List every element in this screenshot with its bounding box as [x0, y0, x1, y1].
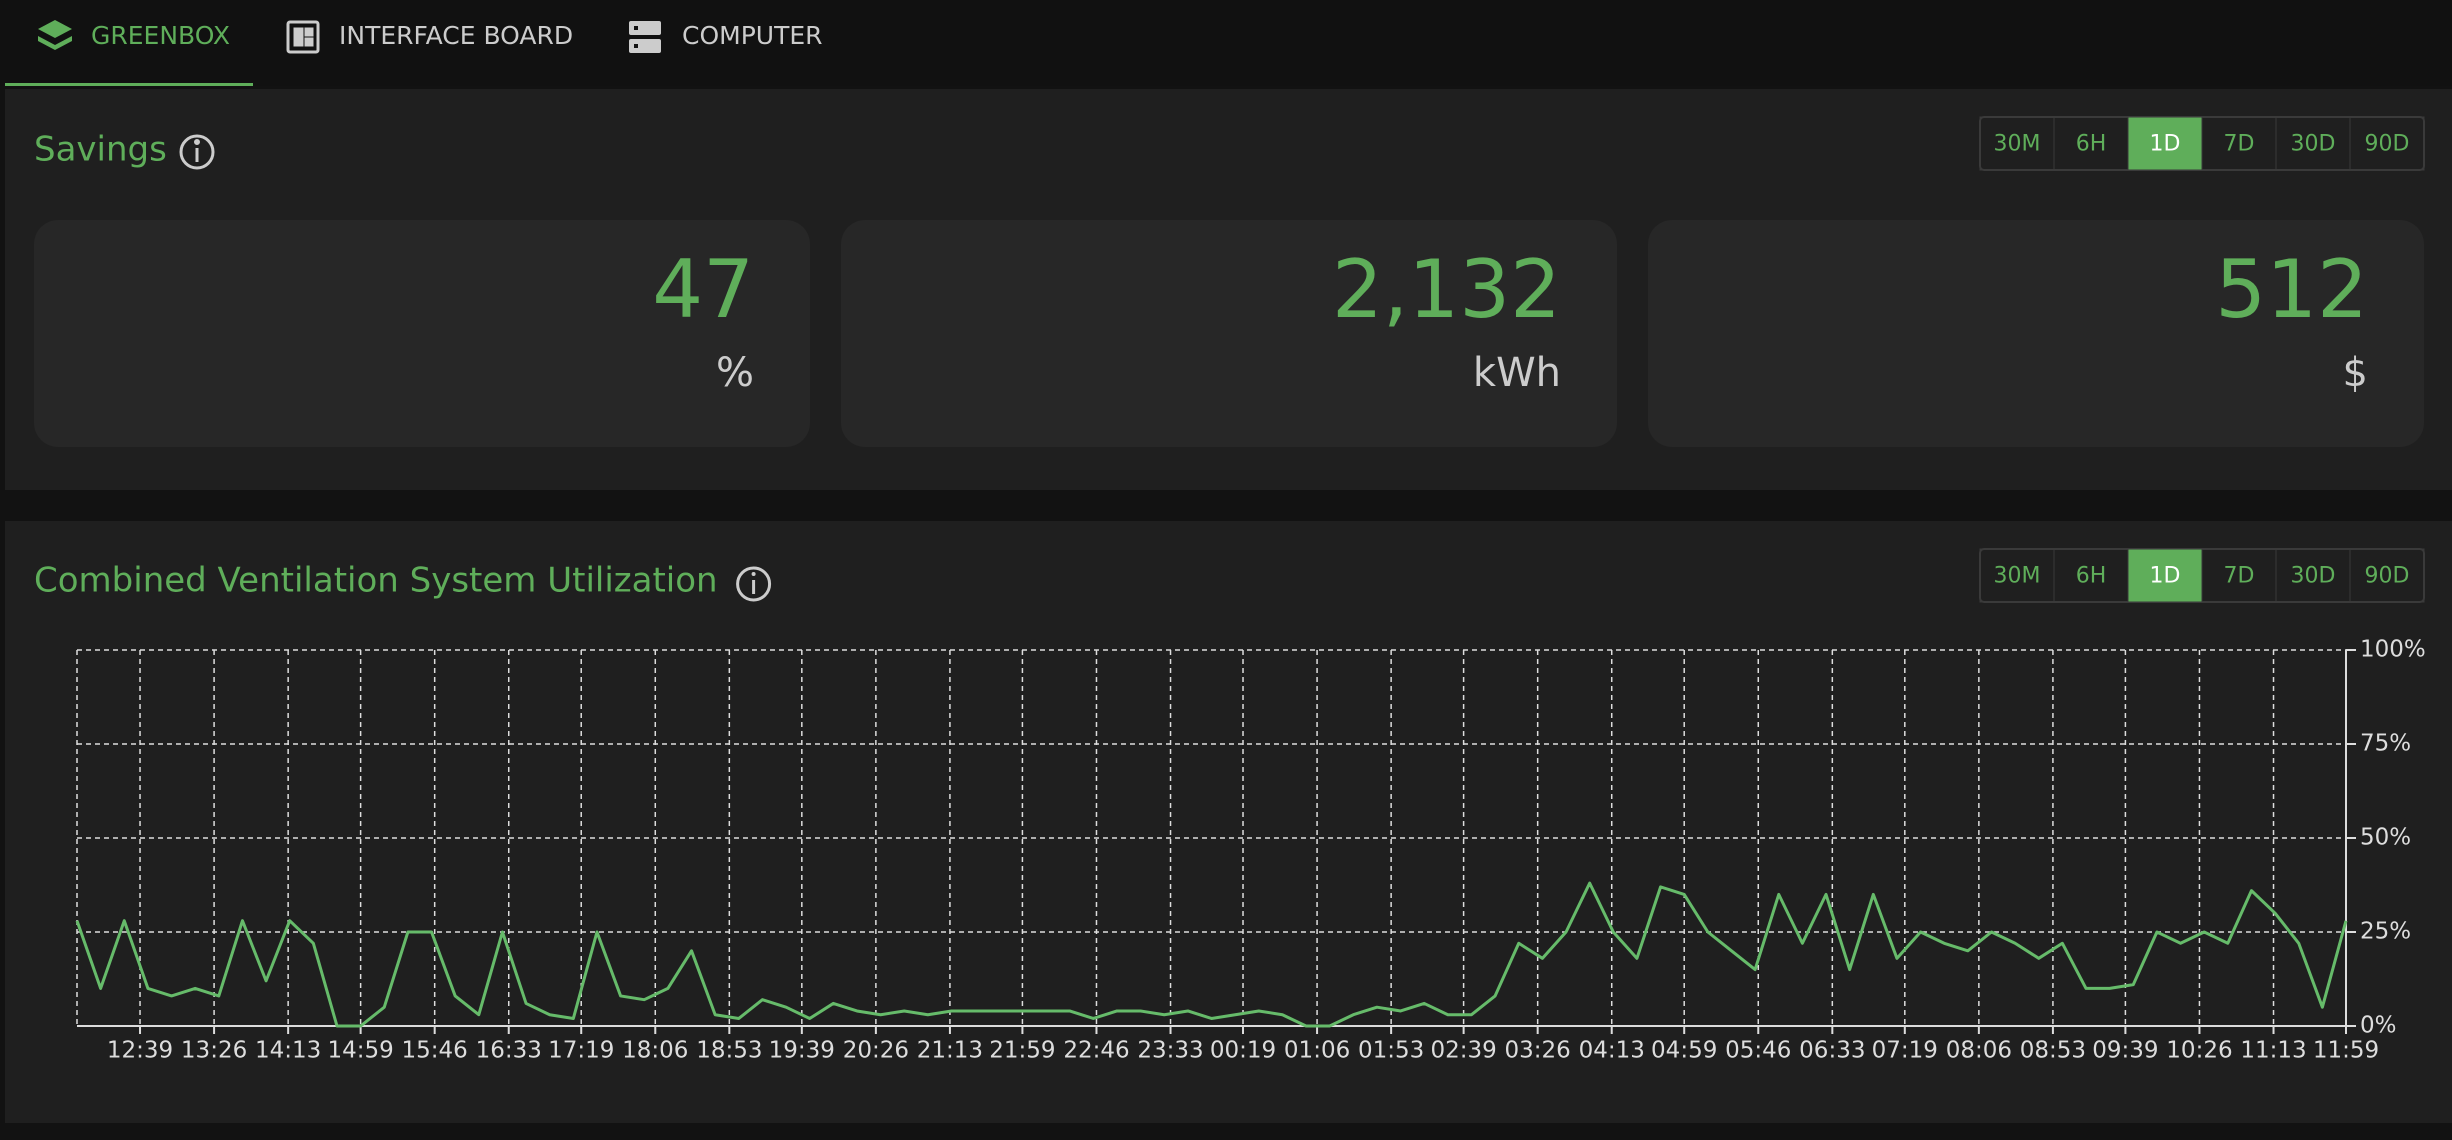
- card: [841, 220, 1617, 447]
- x-tick-label: 18:53: [696, 1038, 762, 1064]
- range-button[interactable]: [2127, 548, 2203, 603]
- x-tick-label: 21:59: [989, 1038, 1055, 1064]
- range-label: 30M: [1994, 132, 2041, 157]
- range-label: 1D: [2150, 564, 2181, 589]
- x-tick-label: 04:59: [1651, 1038, 1717, 1064]
- data-line: [75, 881, 2348, 1028]
- x-tick-label: 14:59: [327, 1038, 393, 1064]
- range-label: 1D: [2150, 132, 2181, 157]
- info-icon-dot: [751, 572, 756, 576]
- x-tick-label: 09:39: [2092, 1038, 2158, 1064]
- x-tick-label: 11:13: [2240, 1038, 2306, 1064]
- range-label: 90D: [2365, 132, 2410, 157]
- card-value: 47: [652, 243, 754, 336]
- y-tick-label: 50%: [2360, 825, 2411, 851]
- y-tick-label: 0%: [2360, 1013, 2397, 1039]
- x-tick-label: 18:06: [622, 1038, 688, 1064]
- tab-icon: [38, 20, 72, 50]
- tab-icon: [629, 21, 661, 53]
- x-tick-label: 13:26: [181, 1038, 247, 1064]
- tab[interactable]: GREENBOX: [91, 21, 230, 50]
- range-button[interactable]: [2349, 116, 2425, 171]
- range-label: 30D: [2291, 564, 2336, 589]
- x-tick-label: 01:06: [1284, 1038, 1350, 1064]
- card: [1648, 220, 2424, 447]
- card-unit: kWh: [1473, 350, 1561, 396]
- range-label: 90D: [2365, 564, 2410, 589]
- info-icon[interactable]: [736, 566, 772, 602]
- tab[interactable]: INTERFACE BOARD: [339, 21, 573, 50]
- x-tick-label: 08:53: [2020, 1038, 2086, 1064]
- x-tick-label: 20:26: [843, 1038, 909, 1064]
- x-tick-label: 07:19: [1872, 1038, 1938, 1064]
- tab[interactable]: COMPUTER: [682, 21, 823, 50]
- range-label: 30D: [2291, 132, 2336, 157]
- x-tick-label: 15:46: [402, 1038, 468, 1064]
- x-tick-label: 17:19: [548, 1038, 614, 1064]
- y-tick-label: 100%: [2360, 637, 2426, 663]
- chart-panel: [5, 521, 2452, 1123]
- x-tick-label: 16:33: [476, 1038, 542, 1064]
- range-label: 7D: [2224, 132, 2255, 157]
- x-tick-label: 05:46: [1725, 1038, 1791, 1064]
- y-tick-label: 75%: [2360, 731, 2411, 757]
- range-label: 6H: [2076, 564, 2107, 589]
- x-tick-label: 03:26: [1505, 1038, 1571, 1064]
- range-button[interactable]: [2127, 116, 2203, 171]
- y-tick-label: 25%: [2360, 919, 2411, 945]
- card-unit: %: [716, 350, 754, 396]
- range-label: 30M: [1994, 564, 2041, 589]
- x-tick-label: 06:33: [1799, 1038, 1865, 1064]
- x-tick-label: 12:39: [107, 1038, 173, 1064]
- info-icon[interactable]: [179, 134, 215, 170]
- x-tick-label: 23:33: [1137, 1038, 1203, 1064]
- tab-indicator: [5, 83, 253, 86]
- x-tick-label: 04:13: [1579, 1038, 1645, 1064]
- x-tick-label: 14:13: [255, 1038, 321, 1064]
- tab-icon: [286, 20, 320, 54]
- x-tick-label: 02:39: [1430, 1038, 1496, 1064]
- x-tick-label: 21:13: [917, 1038, 983, 1064]
- range-label: 7D: [2224, 564, 2255, 589]
- card-value: 512: [2215, 243, 2368, 336]
- x-tick-label: 22:46: [1063, 1038, 1129, 1064]
- tab-bar: [0, 0, 2452, 86]
- card-unit: $: [2343, 350, 2368, 396]
- x-tick-label: 11:59: [2313, 1038, 2379, 1064]
- card-value: 2,132: [1332, 243, 1561, 336]
- x-tick-label: 10:26: [2166, 1038, 2232, 1064]
- range-label: 6H: [2076, 132, 2107, 157]
- card: [34, 220, 810, 447]
- x-tick-label: 01:53: [1358, 1038, 1424, 1064]
- section-title: Combined Ventilation System Utilization: [34, 561, 718, 601]
- range-button[interactable]: [2349, 548, 2425, 603]
- x-tick-label: 00:19: [1210, 1038, 1276, 1064]
- section-title: Savings: [34, 130, 167, 170]
- x-tick-label: 08:06: [1946, 1038, 2012, 1064]
- x-tick-label: 19:39: [769, 1038, 835, 1064]
